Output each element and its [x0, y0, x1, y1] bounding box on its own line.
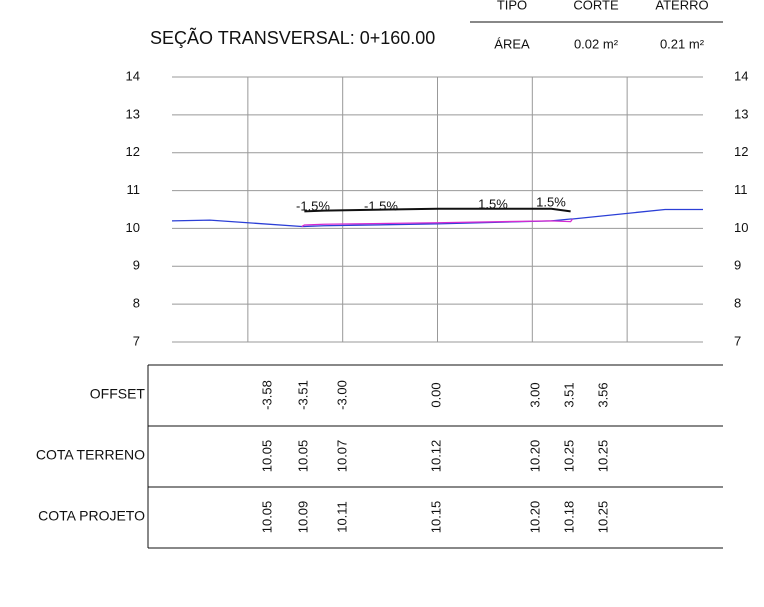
cell-value: 3.00 — [527, 382, 542, 407]
y-tick-label: 11 — [734, 182, 748, 197]
y-tick-label: 12 — [126, 144, 140, 159]
y-tick-label: 14 — [126, 68, 140, 83]
row-label: COTA TERRENO — [36, 447, 145, 463]
cell-value: 3.56 — [595, 382, 610, 407]
slope-label: -1.5% — [364, 198, 398, 213]
cell-value: 10.20 — [527, 440, 542, 473]
y-tick-label: 11 — [127, 182, 141, 197]
y-tick-label: 8 — [734, 296, 741, 311]
y-tick-label: 7 — [734, 333, 741, 348]
y-tick-label: 9 — [133, 258, 140, 273]
cell-value: 10.25 — [595, 440, 610, 473]
cell-value: 10.09 — [295, 501, 310, 534]
cell-value: 10.25 — [561, 440, 576, 473]
header-cell: ÁREA — [494, 36, 530, 51]
cell-value: -3.00 — [334, 380, 349, 410]
y-tick-label: 10 — [734, 220, 748, 235]
slope-label: 1.5% — [478, 196, 508, 211]
cell-value: -3.58 — [259, 380, 274, 410]
header-col: TIPO — [497, 0, 527, 12]
section-line — [171, 208, 703, 228]
y-tick-label: 10 — [126, 220, 140, 235]
cell-value: 3.51 — [561, 382, 576, 407]
header-cell: 0.21 m² — [660, 36, 705, 51]
y-tick-label: 13 — [126, 106, 140, 121]
cell-value: 10.07 — [334, 440, 349, 473]
cell-value: 10.05 — [295, 440, 310, 473]
section-line — [304, 207, 571, 213]
cell-value: 10.12 — [428, 440, 443, 473]
header-cell: 0.02 m² — [574, 36, 619, 51]
cell-value: 10.20 — [527, 501, 542, 534]
y-tick-label: 13 — [734, 106, 748, 121]
section-line — [301, 218, 574, 228]
cell-value: 10.05 — [259, 501, 274, 534]
row-label: COTA PROJETO — [38, 508, 145, 524]
row-label: OFFSET — [90, 386, 146, 402]
cell-value: -3.51 — [295, 380, 310, 410]
cell-value: 10.11 — [334, 501, 349, 533]
y-tick-label: 14 — [734, 68, 748, 83]
cell-value: 10.05 — [259, 440, 274, 473]
y-tick-label: 8 — [133, 296, 140, 311]
y-tick-label: 12 — [734, 144, 748, 159]
y-tick-label: 7 — [133, 333, 140, 348]
cell-value: 0.00 — [428, 382, 443, 407]
cell-value: 10.25 — [595, 501, 610, 534]
slope-label: -1.5% — [296, 198, 330, 213]
header-col: CORTE — [573, 0, 619, 12]
cell-value: 10.18 — [561, 501, 576, 534]
y-tick-label: 9 — [734, 258, 741, 273]
slope-label: 1.5% — [536, 194, 566, 209]
chart-title: SEÇÃO TRANSVERSAL: 0+160.00 — [150, 27, 435, 48]
cell-value: 10.15 — [428, 501, 443, 534]
header-col: ATERRO — [655, 0, 708, 12]
